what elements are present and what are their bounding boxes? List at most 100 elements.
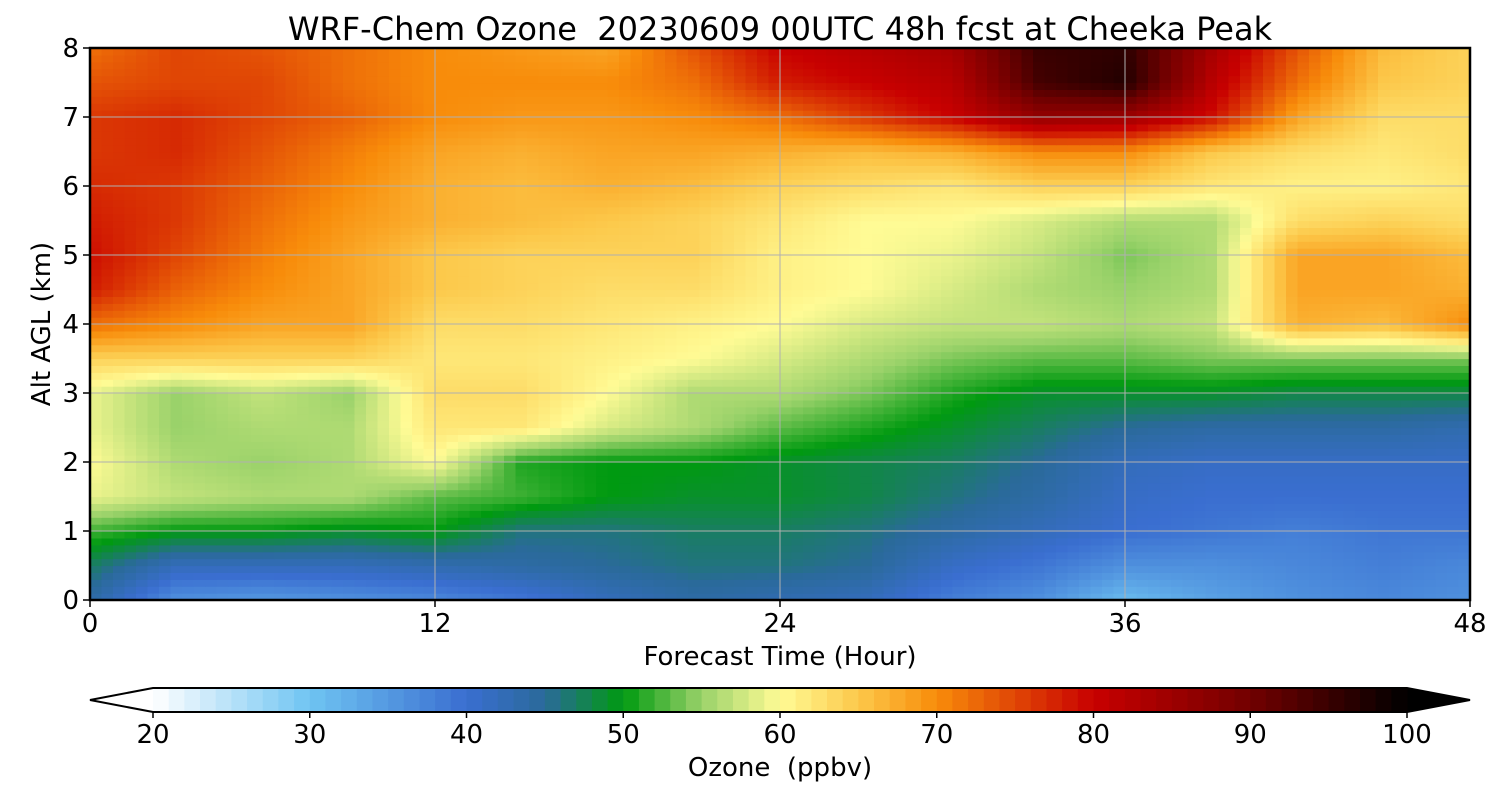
heatmap-cell bbox=[1079, 565, 1092, 573]
heatmap-cell bbox=[481, 482, 494, 491]
heatmap-cell bbox=[1228, 462, 1241, 470]
heatmap-cell bbox=[699, 482, 712, 491]
heatmap-cell bbox=[596, 427, 609, 435]
heatmap-cell bbox=[1286, 413, 1299, 422]
heatmap-cell bbox=[550, 468, 563, 477]
heatmap-cell bbox=[239, 517, 252, 525]
heatmap-cell bbox=[665, 427, 678, 435]
heatmap-cell bbox=[515, 324, 528, 332]
heatmap-cell bbox=[377, 455, 390, 463]
heatmap-cell bbox=[745, 358, 758, 366]
heatmap-cell bbox=[193, 558, 206, 567]
heatmap-cell bbox=[492, 406, 505, 415]
heatmap-cell bbox=[400, 496, 413, 504]
heatmap-cell bbox=[722, 337, 735, 346]
heatmap-cell bbox=[228, 524, 241, 532]
heatmap-cell bbox=[975, 579, 988, 587]
heatmap-cell bbox=[1148, 579, 1161, 587]
heatmap-cell bbox=[630, 524, 643, 532]
heatmap-cell bbox=[400, 489, 413, 498]
heatmap-cell bbox=[170, 517, 183, 525]
heatmap-cell bbox=[1205, 420, 1218, 429]
heatmap-cell bbox=[814, 317, 827, 325]
heatmap-cell bbox=[803, 482, 816, 491]
heatmap-cell bbox=[389, 379, 402, 387]
heatmap-cell bbox=[446, 586, 459, 594]
heatmap-cell bbox=[1171, 482, 1184, 491]
heatmap-cell bbox=[216, 565, 229, 573]
heatmap-cell bbox=[1343, 531, 1356, 539]
heatmap-cell bbox=[1447, 517, 1460, 525]
heatmap-cell bbox=[1148, 386, 1161, 394]
heatmap-cell bbox=[504, 434, 517, 442]
heatmap-cell bbox=[1378, 558, 1391, 567]
heatmap-cell bbox=[1159, 441, 1172, 449]
heatmap-cell bbox=[216, 496, 229, 504]
heatmap-cell bbox=[895, 379, 908, 387]
heatmap-cell bbox=[285, 434, 298, 442]
heatmap-cell bbox=[1447, 448, 1460, 456]
heatmap-cell bbox=[837, 393, 850, 401]
heatmap-cell bbox=[1205, 441, 1218, 449]
heatmap-cell bbox=[1286, 517, 1299, 525]
heatmap-cell bbox=[1320, 593, 1333, 601]
heatmap-cell bbox=[113, 537, 126, 546]
heatmap-cell bbox=[573, 517, 586, 525]
heatmap-cell bbox=[1286, 399, 1299, 408]
heatmap-cell bbox=[734, 482, 747, 491]
heatmap-cell bbox=[469, 558, 482, 567]
heatmap-cell bbox=[688, 489, 701, 498]
heatmap-cell bbox=[653, 448, 666, 456]
heatmap-cell bbox=[1378, 420, 1391, 429]
heatmap-cell bbox=[297, 579, 310, 587]
heatmap-cell bbox=[1021, 496, 1034, 504]
heatmap-cell bbox=[1067, 441, 1080, 449]
heatmap-cell bbox=[90, 386, 103, 394]
heatmap-cell bbox=[1079, 462, 1092, 470]
heatmap-cell bbox=[895, 482, 908, 491]
heatmap-cell bbox=[1010, 317, 1023, 325]
heatmap-cell bbox=[274, 344, 287, 353]
heatmap-cell bbox=[630, 434, 643, 442]
heatmap-cell bbox=[274, 324, 287, 332]
heatmap-cell bbox=[665, 379, 678, 387]
heatmap-cell bbox=[1102, 496, 1115, 504]
heatmap-cell bbox=[1424, 517, 1437, 525]
heatmap-cell bbox=[1205, 551, 1218, 560]
heatmap-cell bbox=[1044, 358, 1057, 366]
heatmap-cell bbox=[757, 317, 770, 325]
heatmap-cell bbox=[1366, 462, 1379, 470]
heatmap-cell bbox=[1286, 427, 1299, 435]
heatmap-cell bbox=[1148, 379, 1161, 387]
heatmap-cell bbox=[216, 330, 229, 339]
heatmap-cell bbox=[906, 524, 919, 532]
heatmap-cell bbox=[883, 455, 896, 463]
heatmap-cell bbox=[159, 579, 172, 587]
heatmap-cell bbox=[941, 337, 954, 346]
heatmap-cell bbox=[1113, 365, 1126, 373]
heatmap-cell bbox=[527, 565, 540, 573]
heatmap-cell bbox=[1366, 413, 1379, 422]
heatmap-cell bbox=[308, 565, 321, 573]
heatmap-cell bbox=[389, 586, 402, 594]
heatmap-cell bbox=[1021, 448, 1034, 456]
heatmap-cell bbox=[343, 510, 356, 518]
heatmap-cell bbox=[952, 351, 965, 360]
heatmap-cell bbox=[251, 586, 264, 594]
heatmap-cell bbox=[918, 510, 931, 518]
heatmap-cell bbox=[860, 462, 873, 470]
heatmap-cell bbox=[906, 337, 919, 346]
heatmap-cell bbox=[998, 358, 1011, 366]
heatmap-cell bbox=[1021, 434, 1034, 442]
heatmap-cell bbox=[527, 427, 540, 435]
heatmap-cell bbox=[412, 317, 425, 325]
heatmap-cell bbox=[699, 420, 712, 429]
heatmap-cell bbox=[538, 379, 551, 387]
heatmap-cell bbox=[791, 496, 804, 504]
heatmap-cell bbox=[113, 441, 126, 449]
heatmap-cell bbox=[136, 399, 149, 408]
heatmap-cell bbox=[607, 372, 620, 380]
heatmap-cell bbox=[113, 572, 126, 580]
heatmap-cell bbox=[1113, 517, 1126, 525]
heatmap-cell bbox=[136, 503, 149, 511]
